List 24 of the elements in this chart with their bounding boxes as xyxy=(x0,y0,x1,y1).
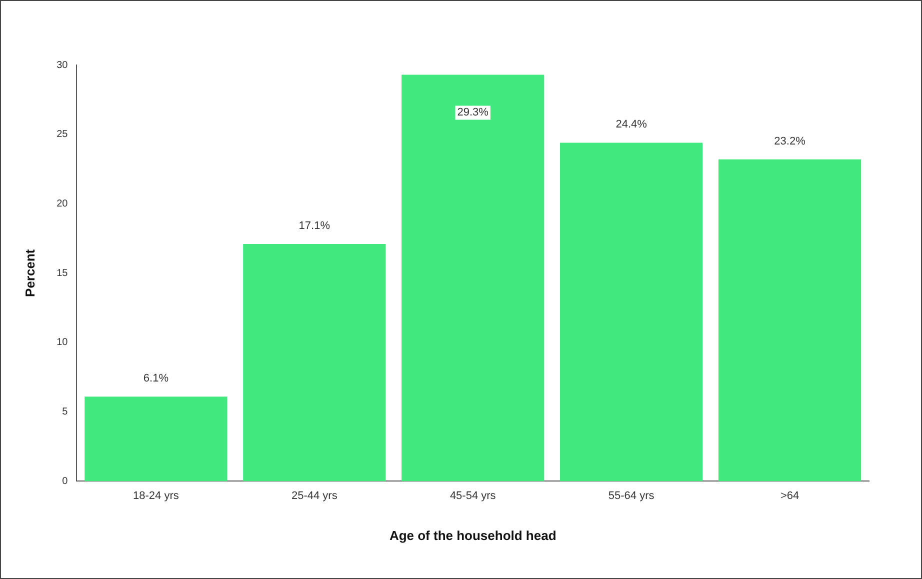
data-label: 17.1% xyxy=(298,220,330,232)
y-tick-label: 30 xyxy=(56,60,68,71)
bar xyxy=(84,396,228,482)
data-label: 23.2% xyxy=(774,135,806,148)
data-label: 6.1% xyxy=(143,372,169,385)
y-axis-title: Percent xyxy=(22,248,38,297)
x-tick-label: 45-54 yrs xyxy=(450,490,496,502)
x-tick-label: 55-64 yrs xyxy=(608,490,655,502)
y-tick-label: 5 xyxy=(62,406,68,418)
y-tick-label: 20 xyxy=(56,198,68,210)
bar xyxy=(560,142,703,482)
x-tick-label: >64 xyxy=(780,490,800,502)
x-tick-label: 25-44 yrs xyxy=(291,490,338,502)
bar xyxy=(402,74,544,482)
data-label: 29.3% xyxy=(457,106,489,119)
bar xyxy=(718,159,862,482)
x-tick-label: 18-24 yrs xyxy=(133,490,180,502)
bar xyxy=(243,244,386,482)
y-tick-label: 10 xyxy=(56,337,68,348)
x-axis-title: Age of the household head xyxy=(389,528,556,543)
data-label: 24.4% xyxy=(616,118,648,131)
y-tick-label: 0 xyxy=(62,476,68,487)
y-tick-label: 15 xyxy=(56,268,68,279)
y-tick-label: 25 xyxy=(56,129,68,140)
